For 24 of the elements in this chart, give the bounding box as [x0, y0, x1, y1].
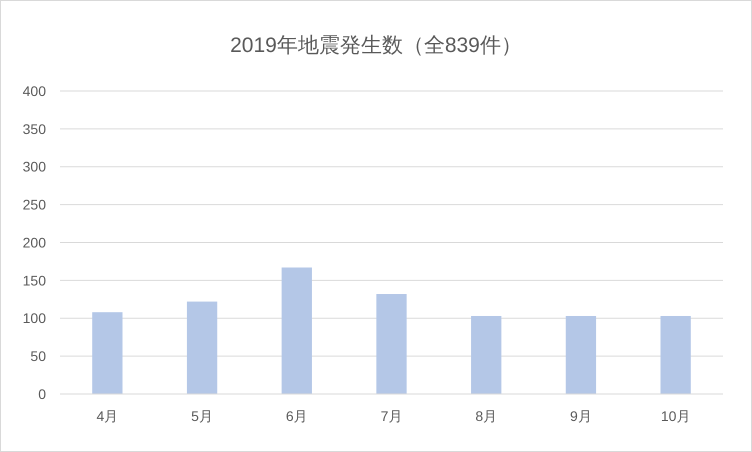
bar: [660, 316, 691, 394]
bar: [566, 316, 596, 394]
bar: [376, 294, 407, 394]
x-tick-label: 6月: [286, 408, 308, 424]
y-tick-label: 200: [22, 234, 46, 250]
y-tick-label: 150: [22, 272, 46, 288]
x-tick-label: 5月: [191, 408, 213, 424]
y-tick-label: 0: [38, 386, 46, 402]
y-tick-label: 100: [22, 310, 46, 326]
chart-title: 2019年地震発生数（全839件）: [230, 34, 522, 57]
x-tick-label: 4月: [96, 408, 118, 424]
y-tick-label: 300: [22, 158, 46, 175]
y-tick-label: 350: [22, 120, 46, 137]
y-tick-label: 250: [22, 196, 46, 213]
y-tick-label: 400: [22, 82, 46, 99]
x-tick-label: 8月: [475, 408, 498, 424]
x-tick-label: 10月: [660, 408, 690, 424]
y-tick-label: 50: [30, 348, 46, 364]
bar: [92, 312, 123, 394]
bar: [282, 267, 312, 394]
bar: [186, 302, 218, 394]
bar: [471, 316, 502, 394]
x-tick-label: 9月: [570, 408, 592, 424]
x-tick-label: 7月: [380, 408, 402, 424]
